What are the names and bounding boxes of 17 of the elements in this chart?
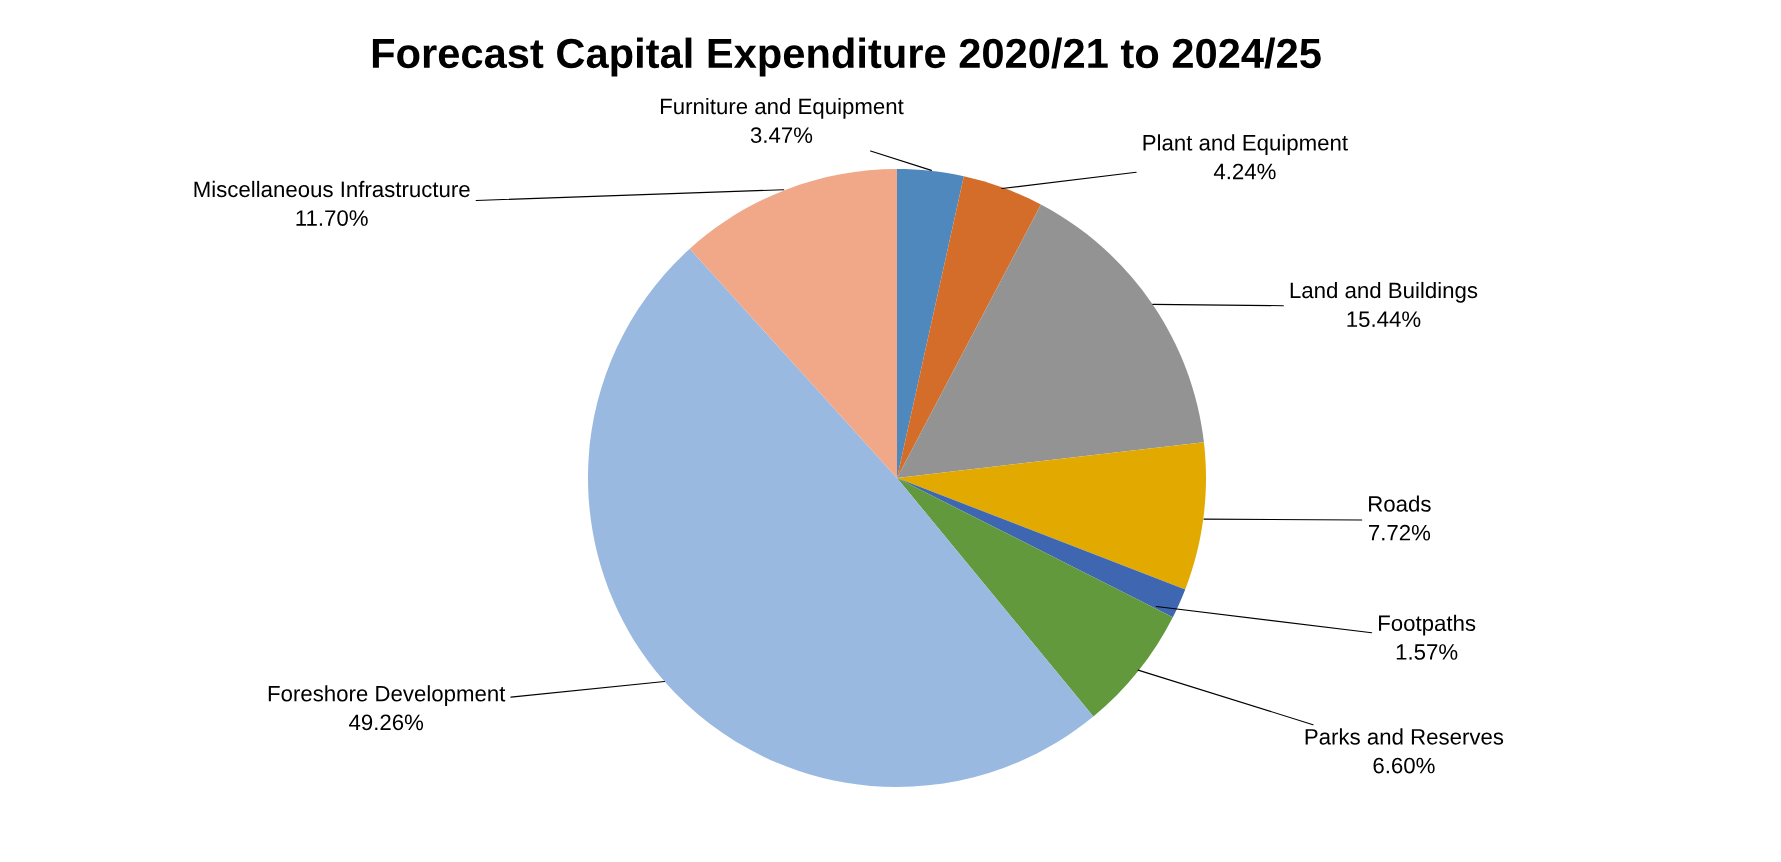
slice-label: Footpaths [1379, 614, 1476, 636]
slice-label: Parks and Reserves [1305, 728, 1504, 745]
slice-label: Miscellaneous Infrastructure [194, 180, 470, 198]
data-label: 3.47% [750, 127, 813, 144]
data-label: 6.60% [1373, 757, 1435, 774]
data-label: 15.44% [1347, 311, 1421, 328]
data-label: 7.72% [1368, 524, 1431, 541]
data-label: 11.70% [296, 210, 368, 226]
chart-title: Forecast Capital Expenditure 2020/21 to 2024/25 [372, 37, 1321, 77]
slice-label: Furniture and Equipment [661, 97, 904, 119]
data-label: 4.24% [1213, 163, 1276, 180]
data-label: 1.57% [1396, 644, 1458, 660]
slice-label: Roads [1369, 495, 1431, 512]
slice-label: Land and Buildings [1290, 281, 1478, 303]
data-label: 49.26% [349, 714, 424, 731]
slice-label: Foreshore Development [268, 685, 506, 706]
slice-label: Plant and Equipment [1143, 134, 1348, 155]
